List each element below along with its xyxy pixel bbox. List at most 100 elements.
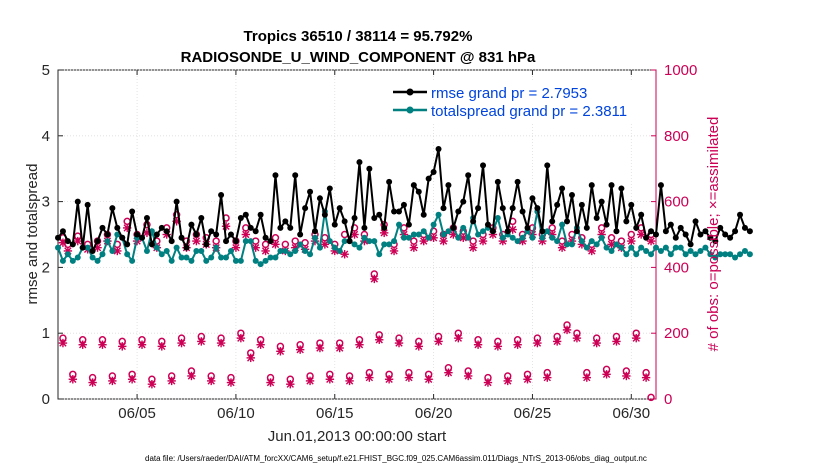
- obs-assimilated-point: [147, 379, 157, 389]
- rmse-point: [193, 231, 200, 238]
- totalspread-point: [193, 247, 200, 254]
- obs-assimilated-point: [424, 375, 433, 384]
- rmse-point: [326, 185, 333, 192]
- obs-assimilated-point: [340, 250, 349, 259]
- totalspread-point: [707, 251, 714, 258]
- obs-assimilated-point: [444, 368, 453, 377]
- totalspread-point: [183, 254, 190, 261]
- totalspread-point: [153, 244, 160, 251]
- totalspread-point: [223, 254, 230, 261]
- rmse-point: [430, 168, 437, 175]
- rmse-point: [682, 231, 689, 238]
- obs-assimilated-point: [523, 375, 532, 384]
- totalspread-point: [746, 251, 753, 258]
- totalspread-point: [376, 251, 383, 258]
- rmse-point: [400, 201, 407, 208]
- obs-assimilated-point: [627, 236, 636, 246]
- obs-assimilated-point: [632, 333, 641, 343]
- rmse-point: [405, 221, 412, 228]
- totalspread-point: [415, 231, 422, 238]
- totalspread-point: [643, 247, 650, 254]
- x-tick-label: 06/30: [613, 405, 651, 422]
- totalspread-point: [55, 244, 61, 251]
- y-right-tick-label: 600: [664, 194, 689, 211]
- totalspread-point: [94, 257, 101, 264]
- totalspread-point: [425, 234, 432, 241]
- obs-assimilated-point: [127, 375, 137, 384]
- rmse-point: [311, 228, 318, 235]
- obs-assimilated-point: [612, 337, 621, 346]
- y-right-tick-label: 800: [664, 128, 689, 145]
- rmse-point: [583, 224, 590, 231]
- totalspread-point: [672, 244, 679, 251]
- rmse-point: [361, 224, 368, 231]
- totalspread-point: [336, 247, 343, 254]
- rmse-point: [618, 185, 625, 192]
- obs-assimilated-point: [241, 230, 251, 239]
- obs-assimilated-point: [226, 378, 236, 387]
- y-left-tick-label: 3: [42, 194, 50, 211]
- totalspread-point: [519, 234, 526, 241]
- rmse-point: [573, 228, 580, 235]
- totalspread-point: [371, 238, 378, 245]
- obs-assimilated-point: [394, 338, 404, 348]
- rmse-point: [89, 247, 96, 254]
- totalspread-point: [242, 238, 249, 245]
- rmse-point: [568, 192, 575, 199]
- rmse-point: [608, 182, 615, 189]
- x-axis-label: Jun.01,2013 00:00:00 start: [268, 428, 447, 445]
- totalspread-point: [129, 257, 136, 264]
- legend-spread-marker: [406, 106, 414, 114]
- rmse-point: [746, 228, 753, 235]
- rmse-point: [183, 244, 190, 251]
- totalspread-point: [351, 241, 358, 248]
- totalspread-point: [613, 241, 620, 248]
- obs-assimilated-point: [419, 236, 428, 246]
- totalspread-point: [692, 251, 699, 258]
- rmse-point: [667, 221, 674, 228]
- obs-possible-point: [647, 393, 655, 402]
- totalspread-point: [257, 261, 264, 268]
- totalspread-point: [292, 247, 299, 254]
- obs-assimilated-point: [463, 371, 473, 381]
- rmse-point: [307, 188, 314, 195]
- x-tick-label: 06/15: [316, 405, 354, 422]
- x-tick-label: 06/05: [118, 405, 156, 422]
- obs-assimilated-point: [429, 233, 438, 242]
- obs-assimilated-point: [543, 373, 552, 382]
- totalspread-point: [361, 234, 368, 241]
- obs-assimilated-point: [375, 335, 384, 344]
- totalspread-point: [109, 247, 116, 254]
- obs-assimilated-point: [557, 243, 567, 252]
- y-axis-left-label: rmse and totalspread: [24, 164, 41, 305]
- obs-assimilated-point: [118, 342, 127, 351]
- rmse-point: [143, 215, 150, 222]
- obs-assimilated-point: [636, 230, 646, 239]
- rmse-point: [692, 218, 699, 225]
- obs-assimilated-point: [78, 340, 87, 349]
- rmse-point: [712, 238, 719, 245]
- obs-assimilated-point: [370, 274, 379, 284]
- rmse-point: [69, 241, 76, 248]
- rmse-point: [366, 165, 373, 172]
- rmse-point: [346, 238, 353, 245]
- totalspread-point: [410, 231, 417, 238]
- rmse-point: [564, 218, 571, 225]
- totalspread-point: [549, 234, 556, 241]
- totalspread-point: [341, 238, 348, 245]
- y-left-tick-label: 1: [42, 325, 50, 342]
- obs-assimilated-point: [73, 236, 82, 246]
- rmse-point: [272, 172, 279, 179]
- rmse-point: [178, 234, 185, 241]
- totalspread-point: [366, 238, 373, 245]
- totalspread-point: [400, 234, 407, 241]
- rmse-point: [702, 228, 709, 235]
- totalspread-point: [124, 251, 131, 258]
- rmse-point: [603, 221, 610, 228]
- totalspread-point: [514, 238, 521, 245]
- x-tick-label: 06/20: [415, 405, 453, 422]
- obs-assimilated-point: [562, 325, 572, 335]
- rmse-point: [717, 224, 724, 231]
- obs-assimilated-point: [439, 236, 448, 246]
